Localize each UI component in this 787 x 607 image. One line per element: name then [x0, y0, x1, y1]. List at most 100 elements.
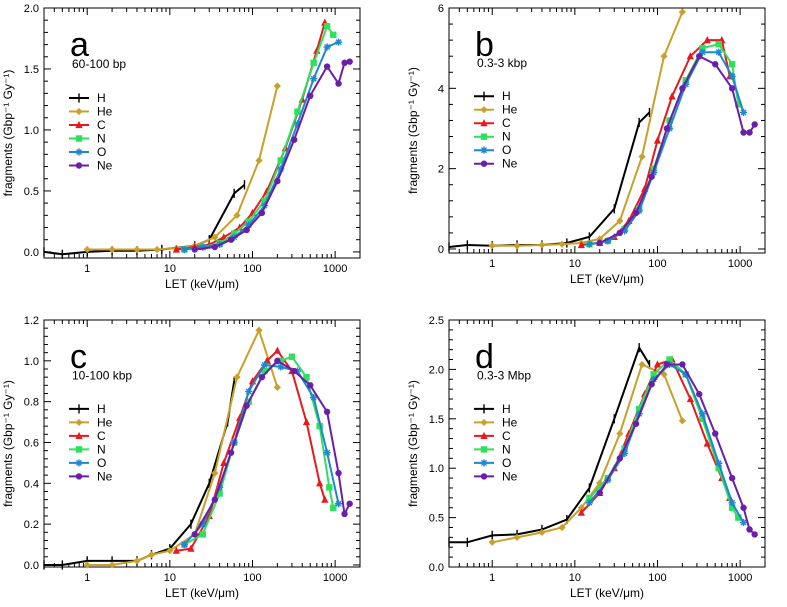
- y-tick-label: 2.0: [24, 3, 39, 15]
- data-point-C: [236, 223, 244, 231]
- legend-label-H: H: [502, 89, 511, 103]
- data-point-He: [538, 528, 546, 537]
- legend-label-He: He: [502, 103, 518, 117]
- data-point-O: [698, 410, 707, 418]
- series-He: [488, 360, 686, 546]
- legend-label-O: O: [502, 456, 511, 470]
- data-point-He: [660, 52, 668, 60]
- data-point-C: [220, 458, 228, 466]
- legend-label-N: N: [97, 442, 106, 456]
- panel-letter: a: [70, 26, 89, 64]
- data-point-O: [604, 237, 612, 245]
- data-point-Ne: [663, 361, 671, 368]
- series-line-Ne: [194, 60, 350, 251]
- data-point-Ne: [740, 504, 747, 511]
- series-line-O: [588, 363, 745, 524]
- legend-label-Ne: Ne: [97, 159, 113, 173]
- data-point-N: [699, 44, 706, 52]
- series-O: [180, 38, 343, 254]
- series-Ne: [191, 357, 353, 538]
- data-point-Ne: [341, 59, 348, 67]
- data-point-Ne: [323, 63, 331, 70]
- data-point-He: [616, 217, 624, 225]
- legend-marker-N: [75, 446, 83, 453]
- data-point-N: [216, 490, 223, 497]
- data-point-O: [650, 375, 658, 383]
- data-point-He: [108, 561, 116, 569]
- data-point-O: [728, 499, 736, 507]
- plot-frame: [43, 319, 361, 568]
- data-point-O: [310, 75, 318, 83]
- data-point-N: [330, 504, 337, 512]
- data-point-Ne: [712, 61, 719, 68]
- data-point-Ne: [227, 236, 235, 243]
- legend-label-He: He: [502, 415, 518, 429]
- x-tick-label: 100: [243, 572, 261, 584]
- y-tick-label: 0.0: [24, 247, 39, 259]
- panel-c: 1 10 100 1000 0.0 0.2 0.4 0.6 0.8 1.0 1.2 LET (keV/…: [1, 315, 361, 600]
- legend-marker-O: [480, 146, 488, 154]
- series-O: [585, 48, 748, 248]
- data-point-Ne: [274, 357, 281, 365]
- x-tick-label: 1000: [728, 572, 752, 584]
- data-point-O: [621, 227, 629, 235]
- data-point-N: [635, 405, 643, 413]
- data-point-He: [513, 533, 521, 541]
- data-point-Ne: [751, 121, 758, 128]
- y-tick-label: 2.5: [429, 315, 444, 327]
- legend-marker-He: [75, 418, 83, 427]
- data-point-Ne: [346, 58, 353, 65]
- legend-marker-N: [480, 446, 488, 453]
- y-axis-label: fragments (Gbp⁻¹ Gy⁻¹): [406, 67, 420, 194]
- series-line-He: [492, 363, 684, 544]
- data-point-He: [211, 469, 219, 477]
- panel-b: 1 10 100 1000 0 2 4 6 LET (keV/μm) fragments (Gbp…: [406, 3, 766, 286]
- x-tick-label: 10: [569, 258, 581, 270]
- series-line-C: [176, 349, 326, 552]
- data-point-C: [653, 136, 662, 144]
- panel-subtitle: 0.3-3 kbp: [477, 56, 527, 70]
- data-point-C: [686, 394, 694, 403]
- data-point-C: [321, 495, 329, 503]
- legend-label-O: O: [502, 143, 511, 157]
- data-point-O: [585, 240, 593, 248]
- legend-label-N: N: [97, 132, 106, 146]
- data-point-Ne: [632, 209, 640, 217]
- data-point-C: [577, 508, 585, 516]
- data-point-Ne: [728, 85, 736, 92]
- data-point-N: [699, 415, 706, 422]
- data-point-N: [310, 59, 317, 67]
- legend-label-Ne: Ne: [502, 469, 518, 483]
- data-point-O: [334, 500, 343, 508]
- x-tick-label: 1: [489, 258, 495, 270]
- plot-frame: [448, 319, 766, 568]
- y-tick-label: 4: [438, 83, 444, 95]
- data-point-Ne: [211, 243, 219, 251]
- data-point-O: [199, 520, 207, 528]
- data-point-Ne: [243, 226, 250, 234]
- data-point-N: [735, 101, 742, 108]
- data-point-Ne: [740, 129, 747, 136]
- x-axis-label: LET (keV/μm): [165, 586, 239, 600]
- y-tick-label: 0.0: [24, 560, 39, 572]
- data-point-O: [323, 449, 331, 457]
- data-point-He: [678, 8, 686, 16]
- data-point-Ne: [696, 390, 703, 398]
- panel-d: 1 10 100 1000 0.0 0.5 1.0 1.5 2.0 2.5 LET (keV/μm)…: [406, 315, 766, 600]
- y-tick-label: 1.0: [24, 125, 39, 137]
- x-tick-label: 10: [164, 572, 176, 584]
- series-H: [43, 376, 236, 570]
- series-Ne: [596, 361, 758, 538]
- data-point-C: [577, 240, 585, 249]
- data-point-Ne: [751, 531, 758, 538]
- data-point-N: [294, 108, 301, 115]
- y-axis-label: fragments (Gbp⁻¹ Gy⁻¹): [406, 380, 420, 507]
- panel-subtitle: 60-100 bp: [72, 57, 126, 71]
- data-point-O: [715, 48, 723, 56]
- panel-letter: d: [475, 338, 494, 376]
- data-point-N: [715, 40, 722, 48]
- y-tick-label: 2.0: [429, 364, 444, 376]
- legend-marker-He: [75, 107, 83, 116]
- legend-marker-He: [480, 418, 488, 427]
